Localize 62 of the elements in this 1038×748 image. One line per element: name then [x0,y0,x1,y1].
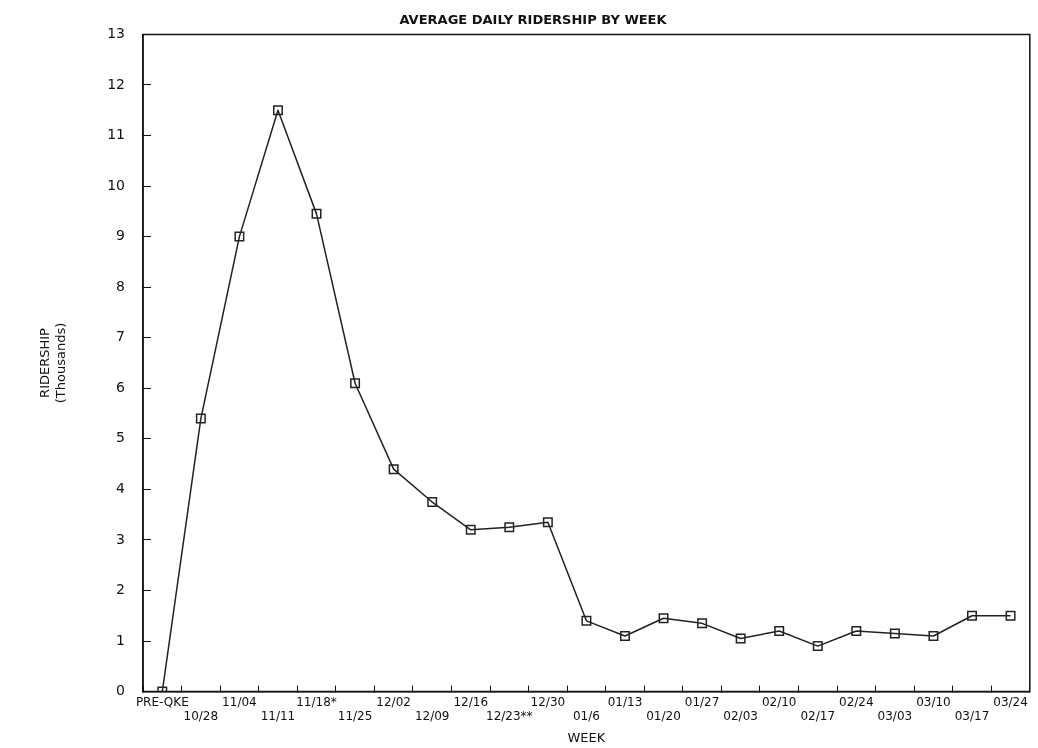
point [542,517,553,528]
y-tick-label: 10 [107,176,126,193]
point [812,641,823,652]
point [735,633,746,644]
x-axis-title: WEEK [567,729,606,745]
x-tick-label: 02/17 [800,709,836,724]
y-tick-label: 6 [116,378,126,395]
y-tick-label: 1 [116,631,126,648]
point [619,631,630,641]
y-tick-label: 9 [116,227,126,244]
x-tick-label: 11/04 [222,694,257,709]
y-axis-title: RIDERSHIP (Thousands) [37,322,68,404]
x-tick-label: 01/13 [607,694,643,709]
x-tick-label: 01/27 [684,694,720,709]
point [774,625,785,636]
point [967,610,977,621]
y-tick-label: 4 [116,480,126,497]
x-tick-label: PRE-QKE [135,694,189,709]
y-tick-label: 3 [116,530,126,547]
x-tick-label: 03/24 [993,694,1028,709]
point [504,522,515,533]
point [234,231,245,242]
x-tick-label: 12/30 [530,694,566,709]
point [272,105,283,116]
point [427,497,438,508]
point [350,378,361,389]
x-tick-label: 02/03 [723,709,758,724]
point [388,464,399,475]
x-tick-label: 11/11 [260,709,296,724]
point [697,618,708,629]
point [658,613,669,624]
y-tick-label: 8 [116,277,126,294]
y-tick-label: 11 [107,126,126,143]
point [928,631,939,641]
x-tick-label: 03/17 [954,709,990,724]
x-tick-label: 11/18* [296,694,337,709]
x-tick-label: 01/20 [646,709,681,724]
point [851,625,862,636]
point [1005,610,1016,621]
x-tick-label: 12/16 [453,694,489,709]
point [311,208,322,219]
point [889,628,900,639]
point [581,615,592,626]
point [195,413,206,424]
x-tick-label: 11/25 [337,709,373,724]
x-tick-label: 03/10 [916,694,951,709]
point [465,524,476,535]
y-tick-label: 12 [107,75,126,92]
x-tick-label: 10/28 [183,709,219,724]
y-tick-label: 13 [107,25,126,42]
y-tick-label: 0 [116,682,126,699]
x-tick-label: 12/02 [376,694,411,709]
x-tick-label: 01/6 [572,709,600,724]
chart-title: AVERAGE DAILY RIDERSHIP BY WEEK [399,11,668,27]
y-tick-label: 5 [116,429,126,446]
x-tick-label: 12/09 [414,709,450,724]
x-tick-label: 12/23** [486,709,533,724]
x-tick-label: 02/24 [839,694,874,709]
y-tick-label: 7 [116,328,126,345]
y-tick-label: 2 [116,581,126,598]
x-tick-label: 02/10 [761,694,797,709]
x-tick-label: 03/03 [877,709,913,724]
